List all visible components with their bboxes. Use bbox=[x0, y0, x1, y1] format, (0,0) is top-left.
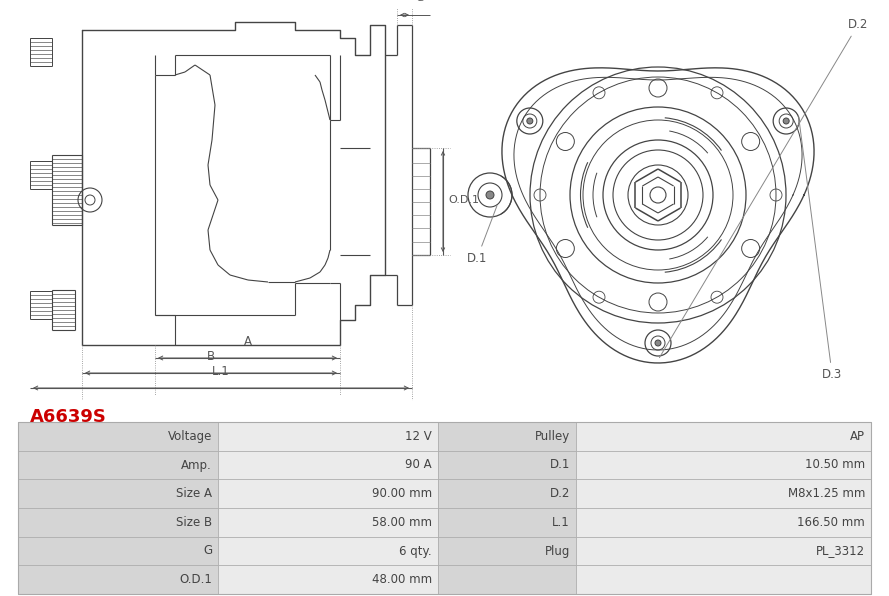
Bar bbox=[576, 566, 871, 594]
Text: D.3: D.3 bbox=[798, 117, 842, 381]
Bar bbox=[438, 479, 576, 508]
Text: Size A: Size A bbox=[176, 487, 212, 500]
Text: 90.00 mm: 90.00 mm bbox=[372, 487, 432, 500]
Text: D.1: D.1 bbox=[467, 206, 497, 265]
Bar bbox=[18, 451, 218, 479]
Bar bbox=[18, 566, 218, 594]
Text: A6639S: A6639S bbox=[30, 408, 107, 426]
Text: L.1: L.1 bbox=[212, 365, 230, 378]
Bar bbox=[576, 536, 871, 566]
Text: B: B bbox=[207, 350, 215, 363]
Bar bbox=[218, 422, 438, 451]
Text: PL_3312: PL_3312 bbox=[816, 545, 865, 557]
Circle shape bbox=[527, 118, 533, 124]
Text: D.2: D.2 bbox=[660, 18, 869, 358]
Bar bbox=[218, 508, 438, 536]
Bar bbox=[218, 451, 438, 479]
Bar bbox=[438, 536, 576, 566]
Text: G: G bbox=[416, 0, 424, 3]
Bar bbox=[18, 508, 218, 536]
Text: O.D.1: O.D.1 bbox=[179, 573, 212, 586]
Text: Plug: Plug bbox=[545, 545, 570, 557]
Bar bbox=[438, 566, 576, 594]
Bar bbox=[576, 422, 871, 451]
Text: 6 qty.: 6 qty. bbox=[399, 545, 432, 557]
Bar bbox=[576, 479, 871, 508]
Text: 166.50 mm: 166.50 mm bbox=[797, 516, 865, 529]
Text: G: G bbox=[203, 545, 212, 557]
Text: M8x1.25 mm: M8x1.25 mm bbox=[788, 487, 865, 500]
Circle shape bbox=[783, 118, 789, 124]
Bar bbox=[218, 536, 438, 566]
Text: A: A bbox=[244, 335, 252, 348]
Text: D.1: D.1 bbox=[549, 458, 570, 471]
Circle shape bbox=[486, 191, 494, 199]
Text: 10.50 mm: 10.50 mm bbox=[805, 458, 865, 471]
Text: L.1: L.1 bbox=[552, 516, 570, 529]
Bar bbox=[576, 508, 871, 536]
Text: 58.00 mm: 58.00 mm bbox=[372, 516, 432, 529]
Bar bbox=[18, 536, 218, 566]
Text: 12 V: 12 V bbox=[405, 430, 432, 443]
Circle shape bbox=[655, 340, 661, 346]
Text: D.2: D.2 bbox=[549, 487, 570, 500]
Text: Pulley: Pulley bbox=[535, 430, 570, 443]
Text: AP: AP bbox=[850, 430, 865, 443]
Text: 48.00 mm: 48.00 mm bbox=[372, 573, 432, 586]
Text: Size B: Size B bbox=[176, 516, 212, 529]
Text: Voltage: Voltage bbox=[168, 430, 212, 443]
Bar bbox=[218, 566, 438, 594]
Bar bbox=[438, 508, 576, 536]
Bar bbox=[18, 422, 218, 451]
Text: Amp.: Amp. bbox=[181, 458, 212, 471]
Bar bbox=[18, 422, 871, 594]
Bar bbox=[576, 451, 871, 479]
Bar bbox=[438, 422, 576, 451]
Text: 90 A: 90 A bbox=[405, 458, 432, 471]
Bar bbox=[18, 479, 218, 508]
Bar bbox=[438, 451, 576, 479]
Text: O.D.1: O.D.1 bbox=[448, 195, 479, 205]
Bar bbox=[218, 479, 438, 508]
